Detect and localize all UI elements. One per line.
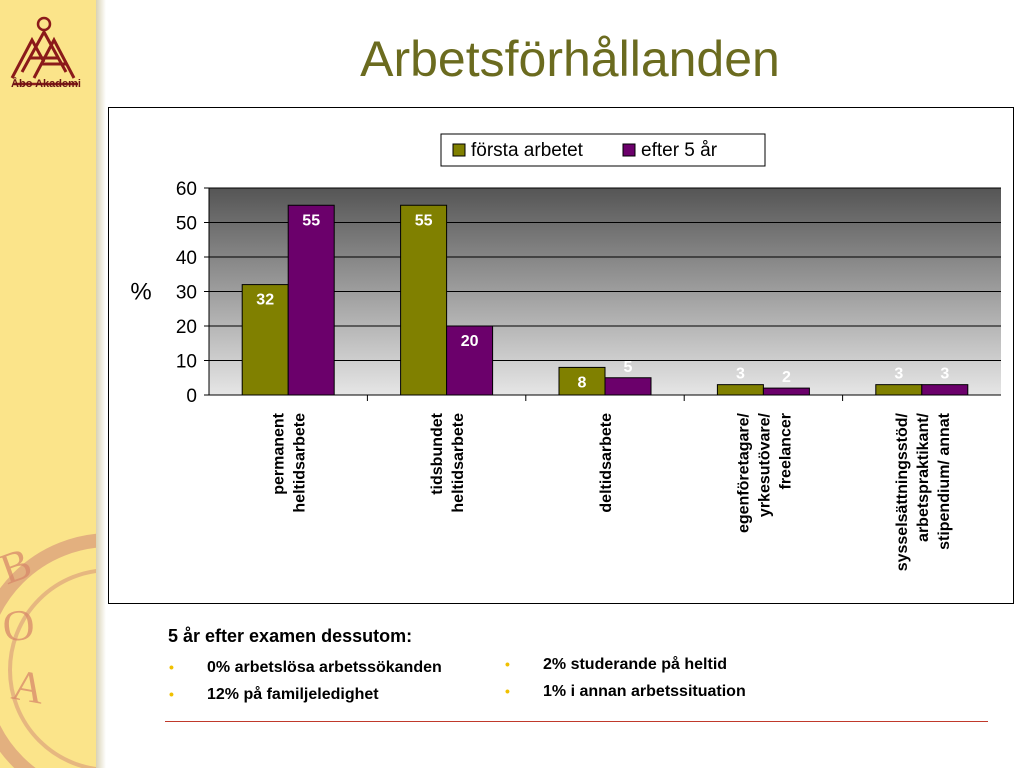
data-label: 20 bbox=[461, 333, 479, 350]
legend-label: första arbetet bbox=[471, 140, 584, 161]
y-tick-label: 50 bbox=[176, 214, 197, 235]
category-label: arbetspraktikant/ bbox=[915, 412, 932, 541]
bar-efter-5-ar bbox=[762, 387, 810, 396]
y-tick-label: 60 bbox=[176, 179, 197, 200]
logo-text: Åbo Akademi bbox=[11, 78, 81, 90]
data-label: 5 bbox=[624, 359, 633, 376]
y-tick-label: 10 bbox=[176, 352, 197, 373]
notes-right-item: 2% studerande på heltid bbox=[543, 656, 728, 673]
bar-forsta-arbetet bbox=[875, 384, 923, 396]
y-tick-label: 20 bbox=[176, 317, 197, 338]
notes-panel: 5 år efter examen dessutom: • 0% arbetslö… bbox=[165, 626, 995, 726]
legend-swatch-icon bbox=[452, 143, 466, 157]
category-label: deltidsarbete bbox=[598, 413, 615, 513]
category-label: heltidsarbete bbox=[450, 413, 467, 513]
abo-akademi-logo-icon bbox=[10, 16, 78, 86]
category-label: yrkesutövare/ bbox=[756, 412, 773, 517]
data-label: 3 bbox=[940, 366, 949, 383]
chart-frame: 0 10 20 30 40 50 60% 32 55 permanent heltidsarbete… bbox=[108, 107, 1014, 604]
bullet-icon: • bbox=[169, 659, 174, 675]
data-label: 55 bbox=[302, 212, 320, 229]
svg-text:O: O bbox=[1, 600, 37, 652]
legend-box bbox=[440, 133, 766, 167]
legend-swatch-icon bbox=[622, 143, 636, 157]
notes-heading: 5 år efter examen dessutom: bbox=[168, 626, 413, 646]
page-title: Arbetsförhållanden bbox=[360, 31, 780, 87]
legend-label: efter 5 år bbox=[641, 140, 718, 161]
category-label: heltidsarbete bbox=[292, 413, 309, 513]
sidebar-band: Åbo Akademi B O A bbox=[0, 0, 96, 768]
data-label: 3 bbox=[736, 366, 745, 383]
bar-efter-5-ar bbox=[604, 377, 652, 396]
bar-forsta-arbetet bbox=[716, 384, 764, 396]
data-label: 32 bbox=[256, 292, 274, 309]
category-label: tidsbundet bbox=[429, 412, 446, 494]
data-label: 3 bbox=[894, 366, 903, 383]
category-label: permanent bbox=[271, 412, 288, 494]
bar-efter-5-ar bbox=[287, 204, 335, 396]
bar-efter-5-ar bbox=[921, 384, 969, 396]
y-tick-label: 0 bbox=[186, 386, 197, 407]
divider-line bbox=[165, 721, 988, 722]
notes-left-item: 12% på familjeledighet bbox=[207, 686, 379, 703]
category-label: sysselsättningsstöd/ bbox=[894, 412, 911, 571]
category-label: egenföretagare/ bbox=[735, 412, 752, 533]
notes-left-item: 0% arbetslösa arbetssökanden bbox=[207, 659, 442, 676]
bar-efter-5-ar bbox=[446, 325, 494, 396]
bar-forsta-arbetet bbox=[400, 204, 448, 396]
data-label: 8 bbox=[578, 374, 587, 391]
category-label: stipendium/ annat bbox=[936, 412, 953, 550]
bullet-icon: • bbox=[505, 683, 510, 699]
notes-right-item: 1% i annan arbetssituation bbox=[543, 683, 746, 700]
svg-text:A: A bbox=[8, 660, 48, 714]
bullet-icon: • bbox=[169, 686, 174, 702]
y-axis-label: % bbox=[130, 279, 151, 306]
seal-watermark-icon: B O A bbox=[0, 533, 96, 768]
data-label: 2 bbox=[782, 369, 791, 386]
bar-forsta-arbetet bbox=[241, 284, 289, 396]
category-label: freelancer bbox=[777, 413, 794, 490]
y-tick-label: 40 bbox=[176, 248, 197, 269]
data-label: 55 bbox=[415, 212, 433, 229]
y-tick-label: 30 bbox=[176, 283, 197, 304]
sidebar-edge bbox=[96, 0, 106, 768]
bullet-icon: • bbox=[505, 656, 510, 672]
